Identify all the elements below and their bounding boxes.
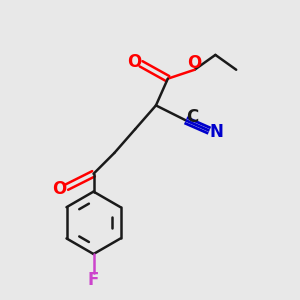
Text: O: O bbox=[188, 54, 202, 72]
Text: F: F bbox=[88, 271, 99, 289]
Text: N: N bbox=[210, 123, 224, 141]
Text: C: C bbox=[186, 108, 198, 126]
Text: O: O bbox=[128, 53, 142, 71]
Text: O: O bbox=[52, 180, 67, 198]
